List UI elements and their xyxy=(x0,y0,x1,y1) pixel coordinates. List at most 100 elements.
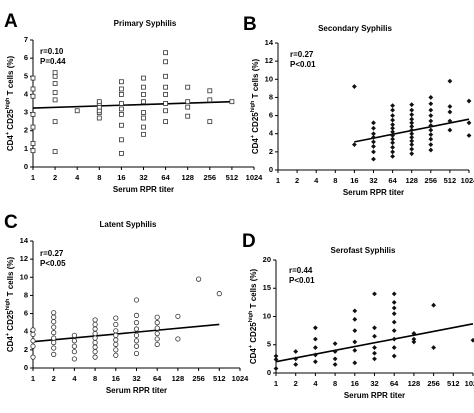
data-point xyxy=(133,338,140,344)
x-tick-label: 128 xyxy=(405,176,418,185)
data-point xyxy=(119,86,124,92)
data-point xyxy=(431,345,436,350)
data-point xyxy=(273,357,279,362)
data-point xyxy=(51,330,57,336)
data-point xyxy=(52,70,58,76)
regression-line xyxy=(32,323,220,343)
data-point xyxy=(51,314,57,320)
x-tick-label: 256 xyxy=(427,379,440,388)
y-axis-label: CD4+ CD25high T cells (%) xyxy=(5,257,15,353)
data-point xyxy=(409,127,415,133)
x-tick-label: 1 xyxy=(31,374,35,383)
data-point xyxy=(352,348,358,353)
x-tick-label: 256 xyxy=(192,374,205,383)
x-tick-label: 512 xyxy=(447,379,460,388)
data-point xyxy=(411,339,417,345)
x-tick-label: 4 xyxy=(314,176,319,185)
data-point xyxy=(92,335,98,341)
data-point xyxy=(30,331,36,338)
data-point xyxy=(428,136,434,142)
data-point xyxy=(391,311,397,317)
data-point xyxy=(163,92,169,97)
data-point xyxy=(372,345,377,350)
data-point xyxy=(92,330,98,337)
data-point xyxy=(372,350,377,356)
x-tick-label: 8 xyxy=(97,173,101,182)
data-point xyxy=(372,333,377,339)
data-point xyxy=(92,326,98,332)
data-point xyxy=(92,354,98,360)
x-tick-label: 16 xyxy=(112,374,120,383)
data-point xyxy=(313,359,318,365)
data-point xyxy=(71,332,78,338)
data-point xyxy=(141,124,146,130)
data-point xyxy=(409,138,415,144)
regression-line xyxy=(275,323,474,363)
data-point xyxy=(372,325,377,331)
data-point xyxy=(52,119,58,125)
data-point xyxy=(409,146,415,152)
data-point xyxy=(30,111,36,117)
data-point xyxy=(390,103,395,108)
data-point xyxy=(352,316,358,322)
data-point xyxy=(51,351,57,357)
data-point xyxy=(409,120,415,126)
x-tick-label: 4 xyxy=(75,173,80,182)
data-point xyxy=(428,95,434,100)
y-tick-label: 3 xyxy=(24,108,28,117)
x-tick-label: 128 xyxy=(172,374,185,383)
y-tick-label: 2 xyxy=(24,345,28,354)
data-point xyxy=(154,341,160,348)
x-tick-label: 16 xyxy=(351,379,359,388)
data-point xyxy=(163,119,169,125)
data-point xyxy=(391,299,397,305)
data-point xyxy=(371,120,376,126)
data-point xyxy=(113,328,119,334)
data-point xyxy=(409,134,415,140)
stat-label: r=0.27 xyxy=(40,249,64,258)
x-tick-label: 8 xyxy=(333,176,337,185)
data-point xyxy=(30,327,36,333)
data-point xyxy=(196,276,202,282)
data-point xyxy=(391,328,397,334)
data-point xyxy=(52,97,58,103)
data-point xyxy=(51,319,57,325)
stat-label: r=0.44 xyxy=(289,266,313,275)
x-tick-label: 64 xyxy=(153,374,162,383)
data-point xyxy=(352,360,358,366)
y-tick-label: 20 xyxy=(263,255,271,264)
data-point xyxy=(30,124,36,130)
x-tick-label: 512 xyxy=(226,173,239,182)
data-point xyxy=(409,124,415,129)
data-point xyxy=(372,291,377,297)
data-point xyxy=(352,339,358,345)
data-point xyxy=(411,331,417,336)
y-tick-label: 8 xyxy=(269,92,273,101)
data-point xyxy=(428,132,434,138)
y-tick-label: 6 xyxy=(269,111,273,120)
y-tick-label: 0 xyxy=(24,162,28,171)
data-point xyxy=(141,115,146,121)
data-point xyxy=(30,343,36,349)
data-point xyxy=(30,75,36,81)
data-point xyxy=(113,321,119,328)
x-tick-label: 1 xyxy=(276,176,280,185)
data-point xyxy=(466,120,472,126)
data-point xyxy=(141,84,146,90)
data-point xyxy=(92,321,98,328)
data-point xyxy=(185,84,191,90)
data-point xyxy=(154,314,160,320)
data-point xyxy=(391,291,397,297)
data-point xyxy=(352,142,357,147)
y-axis-label: CD4+ CD25high T cells (%) xyxy=(5,56,15,152)
data-point xyxy=(113,347,119,353)
data-point xyxy=(133,343,140,349)
x-tick-label: 256 xyxy=(204,173,217,182)
chart-title: Serofast Syphilis xyxy=(331,246,396,255)
x-tick-label: 1024 xyxy=(246,173,264,182)
data-point xyxy=(71,349,78,355)
x-axis-label: Serum RPR titer xyxy=(106,386,167,395)
x-tick-label: 2 xyxy=(295,176,299,185)
chart-title: Primary Syphilis xyxy=(114,19,177,28)
